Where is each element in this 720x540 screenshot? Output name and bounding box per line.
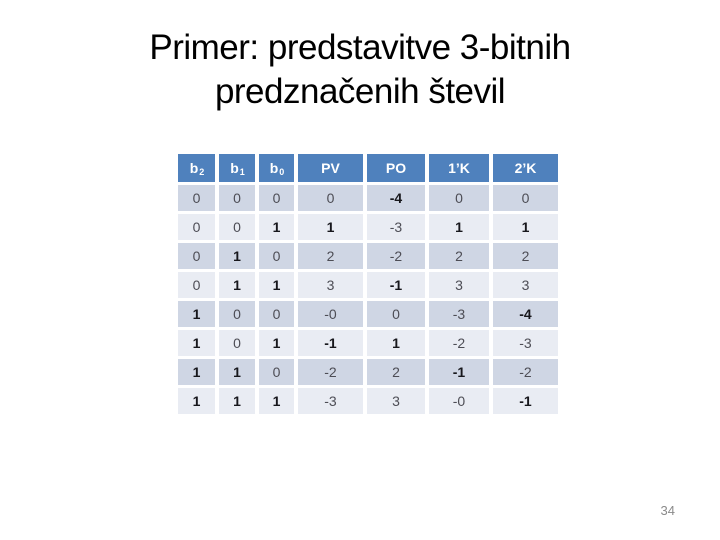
table-cell: 1: [219, 272, 255, 298]
table-cell: -2: [298, 359, 363, 385]
table-cell: -3: [298, 388, 363, 414]
table-cell: -4: [367, 185, 425, 211]
page-number: 34: [660, 503, 675, 518]
table-cell: -2: [429, 330, 489, 356]
table-cell: 0: [178, 243, 215, 269]
table-cell: 2: [429, 243, 489, 269]
table-cell: 0: [493, 185, 558, 211]
table-cell: 0: [259, 185, 294, 211]
table-cell: 1: [178, 301, 215, 327]
table-cell: 1: [259, 214, 294, 240]
table-cell: -0: [298, 301, 363, 327]
table-cell: 0: [219, 185, 255, 211]
table-cell: -1: [367, 272, 425, 298]
table-cell: -0: [429, 388, 489, 414]
column-header-1k: 1’K: [429, 154, 489, 182]
table-cell: -2: [493, 359, 558, 385]
column-header-pv: PV: [298, 154, 363, 182]
table-cell: 0: [178, 185, 215, 211]
table-cell: 1: [259, 330, 294, 356]
table-cell: 1: [429, 214, 489, 240]
table-cell: 0: [259, 359, 294, 385]
table-cell: -1: [298, 330, 363, 356]
table-cell: 1: [219, 359, 255, 385]
column-header-subscript: 0: [279, 166, 285, 177]
table-cell: -2: [367, 243, 425, 269]
column-header-po: PO: [367, 154, 425, 182]
table-cell: 1: [178, 330, 215, 356]
column-header-subscript: 1: [239, 166, 245, 177]
table-cell: 0: [178, 214, 215, 240]
table-cell: -3: [493, 330, 558, 356]
table-cell: -3: [429, 301, 489, 327]
signed-numbers-table: b 2 b 1 b 0 PV PO 1’K 2’K 0 0 0 0 -4 0 0 0 0 1 1 -3 1 1 0 1 0 2 -2 2 2…: [178, 154, 558, 414]
table-cell: 0: [219, 330, 255, 356]
table-cell: 2: [298, 243, 363, 269]
table-cell: 1: [367, 330, 425, 356]
table-cell: 1: [298, 214, 363, 240]
table-cell: 0: [259, 243, 294, 269]
table-cell: 0: [178, 272, 215, 298]
table-cell: 1: [178, 359, 215, 385]
table-cell: 1: [219, 243, 255, 269]
table-cell: -3: [367, 214, 425, 240]
table-cell: 3: [493, 272, 558, 298]
table-cell: -1: [429, 359, 489, 385]
table-cell: 0: [429, 185, 489, 211]
column-header-subscript: 2: [199, 166, 205, 177]
table-cell: 1: [259, 272, 294, 298]
table-cell: 0: [298, 185, 363, 211]
table-cell: -1: [493, 388, 558, 414]
table-cell: 1: [219, 388, 255, 414]
table-cell: 2: [493, 243, 558, 269]
table-cell: 0: [259, 301, 294, 327]
table-cell: 0: [219, 301, 255, 327]
table-cell: 1: [259, 388, 294, 414]
table-cell: 0: [219, 214, 255, 240]
slide-title-line1: Primer: predstavitve 3-bitnih: [149, 28, 571, 67]
table-cell: 1: [493, 214, 558, 240]
slide-title-line2: predznačenih števil: [214, 72, 506, 111]
table-cell: 2: [367, 359, 425, 385]
slide-title: Primer: predstavitve 3-bitnih predznačen…: [0, 26, 720, 114]
table-cell: 3: [429, 272, 489, 298]
column-header-2k: 2’K: [493, 154, 558, 182]
table-cell: -4: [493, 301, 558, 327]
table-cell: 1: [178, 388, 215, 414]
table-cell: 0: [367, 301, 425, 327]
table-cell: 3: [298, 272, 363, 298]
table-cell: 3: [367, 388, 425, 414]
